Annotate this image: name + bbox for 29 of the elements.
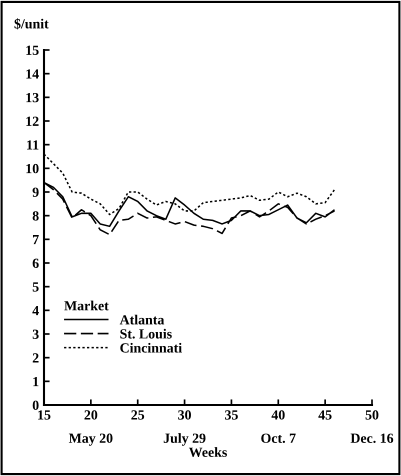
x-tick-label: 45 <box>318 410 332 420</box>
y-tick-label: 0 <box>32 400 39 410</box>
y-tick-label: 11 <box>27 140 38 150</box>
y-tick-label: 9 <box>32 188 39 197</box>
y-tick-label: 12 <box>26 116 39 126</box>
legend-label: St. Louis <box>120 328 172 339</box>
x-tick-label: 30 July 29 <box>164 410 206 446</box>
y-tick-label: 3 <box>32 330 39 339</box>
y-tick-label: 13 <box>26 92 39 102</box>
y-tick-label: 15 <box>26 46 39 55</box>
x-tick-label: 35 <box>225 410 238 420</box>
y-tick-label: 10 <box>26 164 39 174</box>
y-tick-label: 7 <box>32 235 39 244</box>
x-tick-label: 50 Dec. 16 <box>350 410 394 443</box>
y-tick-label: 6 <box>32 258 39 268</box>
x-tick-label: 25 <box>131 410 144 420</box>
y-axis-title: $/unit <box>14 18 49 30</box>
legend-label: Cincinnati <box>120 342 182 353</box>
y-tick-label: 5 <box>32 282 39 292</box>
legend-title: Market <box>64 300 109 310</box>
x-axis-title: Weeks <box>188 447 227 457</box>
y-tick-label: 1 <box>33 376 38 386</box>
y-tick-label: 8 <box>32 211 39 221</box>
y-tick-label: 4 <box>32 306 39 316</box>
y-tick-label: 14 <box>26 69 39 78</box>
x-tick-label: 20 May 20 <box>68 410 113 446</box>
x-tick-label: 40 Oct. 7 <box>261 410 296 443</box>
legend-label: Atlanta <box>120 314 164 324</box>
y-tick-label: 2 <box>32 353 39 362</box>
